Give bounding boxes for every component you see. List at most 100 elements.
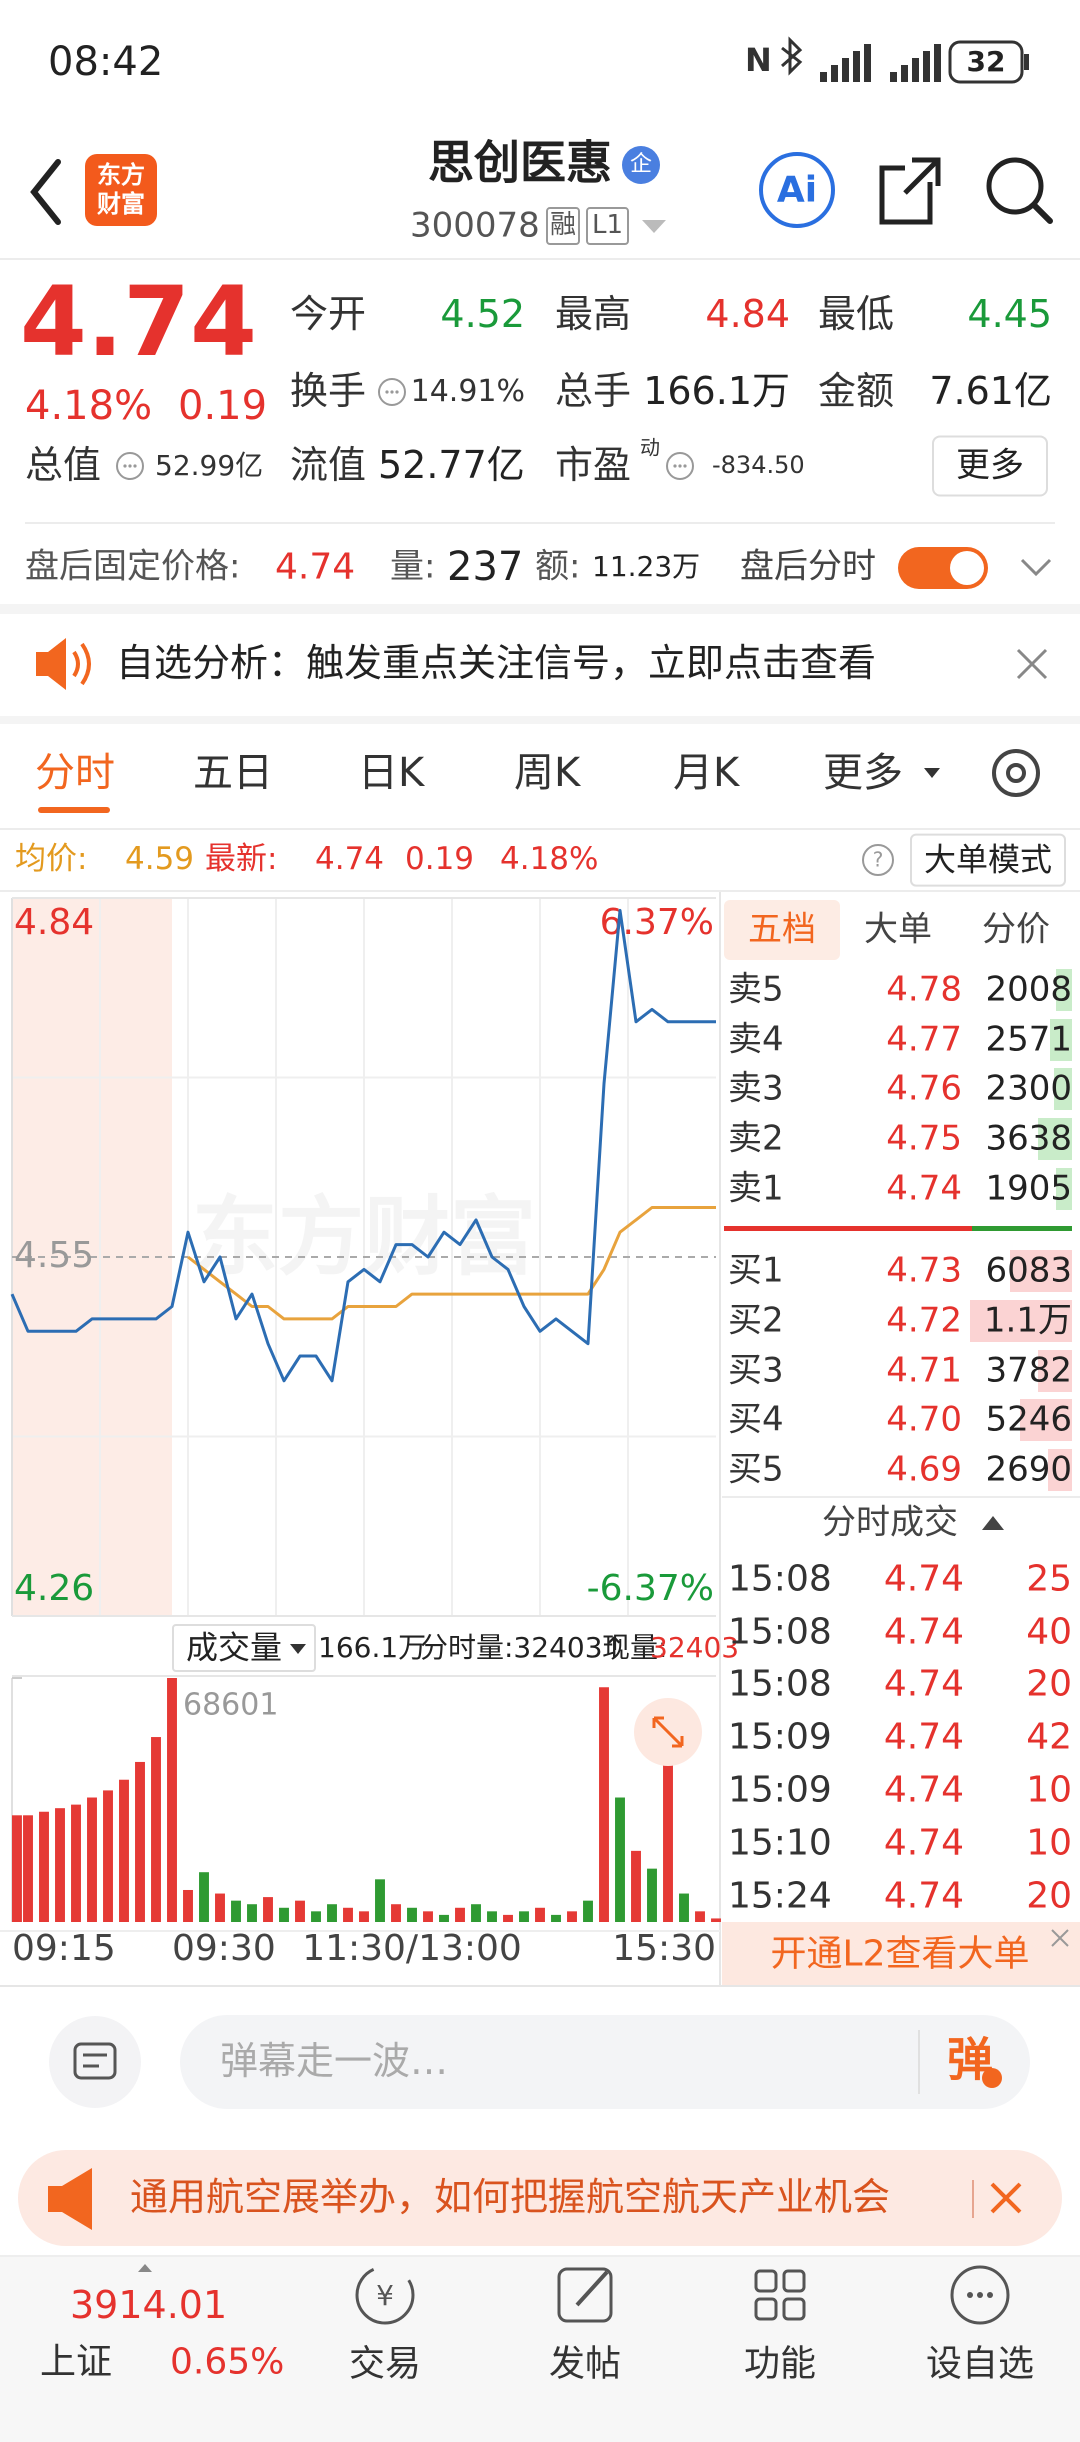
volume-bar-bg [970, 1300, 1072, 1342]
tab[interactable]: 日K [358, 750, 425, 796]
logo-text: 财富 [97, 190, 145, 219]
summary-avg: 4.59 [125, 841, 195, 878]
panel-divider [719, 892, 721, 1985]
ad-bg[interactable] [18, 2150, 1062, 2246]
volume-bar-bg [1050, 1019, 1072, 1061]
trade-time: 15:09 [728, 1769, 832, 1811]
divider [0, 1985, 1080, 1987]
index-change: 0.65% [170, 2341, 285, 2383]
tab[interactable]: 周K [514, 750, 581, 796]
order-label: 卖1 [728, 1168, 784, 1209]
order-price: 4.74 [886, 1168, 962, 1209]
trade-price: 4.74 [883, 1663, 964, 1705]
order-volume: 1905 [985, 1168, 1072, 1209]
more-button[interactable]: 更多 [932, 435, 1048, 497]
field-value: 7.61亿 [929, 369, 1052, 414]
promo-text[interactable]: 开通L2查看大单 [770, 1933, 1030, 1975]
notice-text[interactable]: 自选分析：触发重点关注信号，立即点击查看 [116, 641, 877, 686]
ad-sep [972, 2180, 974, 2218]
divider [25, 522, 1055, 524]
order-book-tab[interactable]: 大单 [864, 909, 932, 950]
current-volume-label: 现量: [602, 1630, 668, 1664]
order-price: 4.76 [886, 1068, 962, 1109]
order-label: 买3 [728, 1350, 784, 1391]
tab[interactable]: 五日 [193, 750, 273, 796]
status-time: 08:42 [48, 39, 164, 85]
field-value: 4.84 [705, 292, 790, 337]
trade-time: 15:08 [728, 1558, 832, 1600]
after-hours-chart-label: 盘后分时 [740, 546, 876, 587]
volume-bar-bg [1056, 969, 1072, 1011]
tab[interactable]: 分时 [35, 750, 115, 796]
order-volume: 1.1万 [983, 1300, 1072, 1341]
after-hours-price: 4.74 [275, 546, 356, 588]
tab[interactable]: 月K [673, 750, 740, 796]
change-pct: 4.18% [25, 383, 153, 429]
summary-change-pct: 4.18% [500, 841, 599, 878]
order-volume: 2690 [985, 1449, 1072, 1490]
order-volume: 2571 [985, 1019, 1072, 1060]
field-label: 总手 [555, 369, 632, 414]
ad-text[interactable]: 通用航空展举办，如何把握航空航天产业机会 [130, 2176, 891, 2220]
summary-avg-label: 均价: [15, 841, 88, 878]
field-label: 换手 [290, 369, 367, 414]
field-value: 52.77亿 [378, 443, 525, 488]
order-label: 卖4 [728, 1019, 784, 1060]
summary-last: 4.74 [315, 841, 385, 878]
field-label: 金额 [818, 369, 895, 414]
nav-item[interactable]: 功能 [743, 2343, 817, 2385]
trade-volume: 20 [1026, 1875, 1072, 1917]
order-price: 4.73 [886, 1250, 962, 1291]
danmaku-button[interactable]: 弹 [947, 2032, 993, 2087]
order-tab-active [724, 900, 840, 960]
trade-time: 15:24 [728, 1875, 832, 1917]
volume-title-box [172, 1624, 316, 1672]
summary-change: 0.19 [405, 841, 475, 878]
comment-placeholder: 弹幕走一波… [220, 2039, 449, 2084]
field-value: -834.50 [712, 451, 805, 480]
tab[interactable]: 更多 [823, 750, 903, 796]
volume-bar-bg [1020, 1399, 1072, 1441]
trade-volume: 40 [1026, 1611, 1072, 1653]
stock-code: 300078 [410, 205, 540, 246]
order-label: 卖2 [728, 1118, 784, 1159]
toggle-knob [950, 551, 984, 585]
field-value: 14.91% [410, 373, 525, 409]
nav-item[interactable]: 交易 [348, 2343, 422, 2385]
trade-time: 15:09 [728, 1716, 832, 1758]
order-book-tab[interactable]: 分价 [982, 909, 1050, 950]
order-label: 卖5 [728, 969, 784, 1010]
order-volume: 3782 [985, 1350, 1072, 1391]
divider [0, 258, 1080, 260]
order-price: 4.78 [886, 969, 962, 1010]
mode-button[interactable]: 大单模式 [909, 833, 1067, 887]
field-label: 流值 [290, 443, 367, 488]
order-book-tab[interactable]: 五档 [748, 909, 816, 950]
comment-input[interactable] [180, 2015, 1030, 2109]
after-hours-amt: 11.23万 [592, 549, 701, 583]
band [0, 716, 1080, 724]
divider [0, 890, 1080, 892]
order-label: 买2 [728, 1300, 784, 1341]
logo-box [85, 154, 157, 226]
field-label: 今开 [290, 292, 367, 337]
stock-name: 思创医惠 [428, 135, 612, 190]
index-value[interactable]: 3914.01 [70, 2283, 228, 2328]
field-label: 总值 [25, 443, 102, 488]
field-label: 最低 [818, 292, 895, 337]
pe-tag: 动 [640, 435, 660, 460]
trade-price: 4.74 [883, 1611, 964, 1653]
order-price: 4.77 [886, 1019, 962, 1060]
nav-item[interactable]: 发帖 [548, 2343, 622, 2385]
order-volume: 3638 [985, 1118, 1072, 1159]
volume-bar-bg [1054, 1068, 1072, 1110]
after-hours-vol: 237 [447, 544, 524, 590]
nav-item[interactable]: 设自选 [925, 2343, 1035, 2385]
promo-bg [722, 1922, 1080, 1986]
volume-total: 166.1万 [318, 1630, 427, 1664]
after-hours-vol-label: 量: [390, 546, 436, 587]
ai-button[interactable]: Ai [776, 169, 818, 211]
after-hours-amt-label: 额: [535, 546, 581, 587]
